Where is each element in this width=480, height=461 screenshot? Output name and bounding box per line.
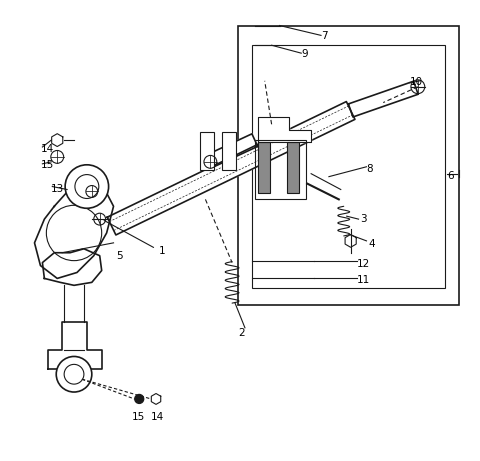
Text: 3: 3 [360,214,367,224]
Polygon shape [107,101,355,235]
Polygon shape [48,322,102,369]
Bar [238,25,459,305]
Text: 14: 14 [151,412,164,422]
Polygon shape [35,183,114,278]
Text: 10: 10 [410,77,423,87]
Circle shape [56,356,92,392]
Text: 6: 6 [447,171,454,181]
Text: 5: 5 [117,251,123,260]
Text: 8: 8 [366,164,373,174]
Bar [252,45,445,288]
Text: 1: 1 [159,246,166,256]
Text: 15: 15 [40,160,54,170]
Polygon shape [348,81,418,117]
Text: 7: 7 [321,31,328,41]
Text: 12: 12 [357,259,370,269]
Text: 9: 9 [301,49,308,59]
Bar [201,132,214,170]
Text: 2: 2 [238,328,245,338]
Text: 14: 14 [40,144,54,154]
Text: 13: 13 [50,183,63,194]
Bar [222,132,236,170]
Bar [288,142,299,194]
Polygon shape [42,249,102,285]
Bar [258,142,270,194]
Circle shape [65,165,108,208]
Text: 15: 15 [132,412,144,422]
Circle shape [135,395,144,403]
Text: 11: 11 [357,275,370,285]
Polygon shape [209,134,258,166]
Polygon shape [258,118,311,142]
Text: 4: 4 [369,239,375,249]
